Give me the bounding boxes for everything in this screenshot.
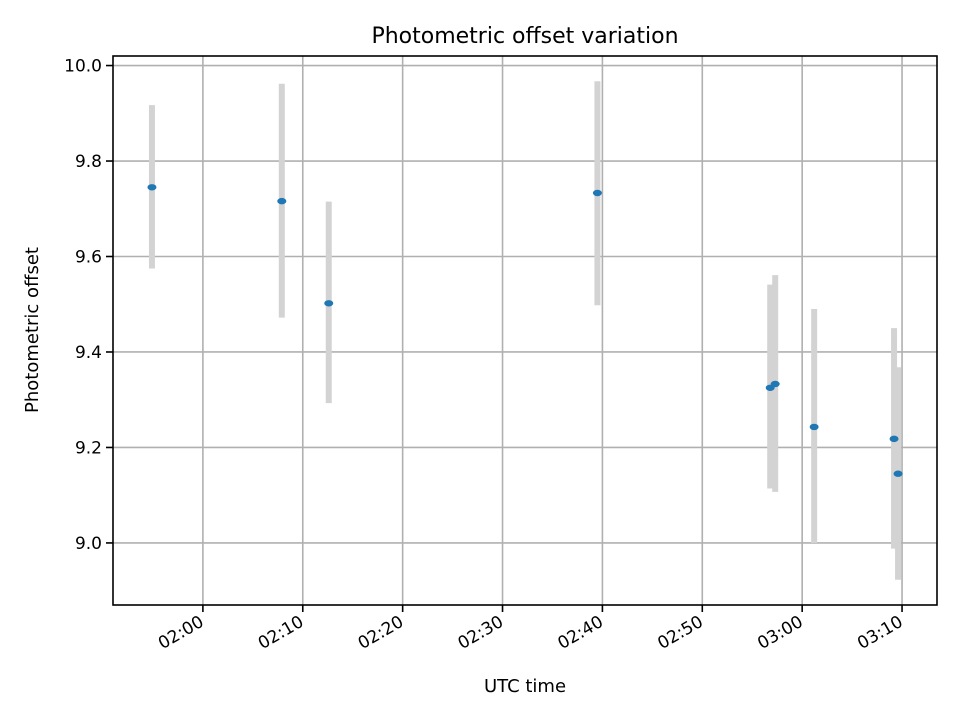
y-tick-label: 9.8 — [75, 152, 102, 172]
data-point — [893, 470, 903, 477]
grid — [113, 56, 937, 605]
data-point — [277, 197, 287, 205]
y-axis-label: Photometric offset — [22, 247, 43, 413]
plot-frame — [112, 55, 938, 606]
y-tick-label: 10.0 — [64, 57, 102, 77]
y-tick-label: 9.2 — [75, 438, 102, 458]
y-tick-label: 9.6 — [75, 248, 102, 268]
data-point — [809, 423, 819, 431]
data-points — [147, 184, 903, 477]
data-point — [147, 184, 157, 191]
y-axis-ticks: 9.0 9.2 9.4 9.6 9.8 10.0 — [64, 57, 113, 554]
x-axis-label: UTC time — [484, 676, 566, 697]
data-point — [770, 380, 780, 388]
data-point — [324, 300, 334, 307]
data-point — [889, 435, 899, 443]
data-point — [592, 189, 602, 197]
y-tick-label: 9.4 — [75, 343, 102, 363]
chart-title: Photometric offset variation — [371, 24, 678, 49]
y-tick-label: 9.0 — [75, 534, 102, 554]
